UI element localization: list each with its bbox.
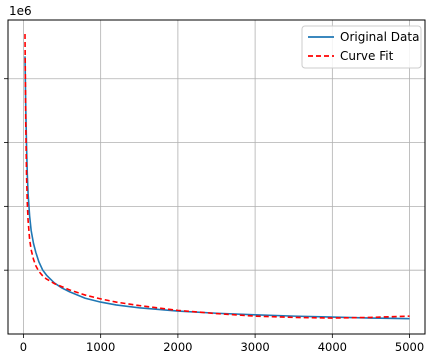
y-offset-label: 1e6 <box>9 4 32 18</box>
legend: Original Data Curve Fit <box>301 25 422 69</box>
x-tick-label: 2000 <box>163 340 192 354</box>
plot-frame <box>7 19 426 335</box>
x-tick-label: 1000 <box>86 340 115 354</box>
x-tick-label: 3000 <box>240 340 269 354</box>
legend-label: Curve Fit <box>340 49 394 63</box>
x-tick-label: 0 <box>20 340 27 354</box>
y-axis-ticks <box>4 78 8 271</box>
series-lines <box>24 34 410 320</box>
grid-lines <box>8 20 425 334</box>
x-tick-label: 5000 <box>395 340 424 354</box>
series-line-original-data <box>24 56 410 320</box>
x-axis-ticks: 0 1000 2000 3000 4000 5000 <box>20 334 424 354</box>
series-line-curve-fit <box>24 34 410 319</box>
x-tick-label: 4000 <box>318 340 347 354</box>
legend-label: Original Data <box>340 30 419 44</box>
